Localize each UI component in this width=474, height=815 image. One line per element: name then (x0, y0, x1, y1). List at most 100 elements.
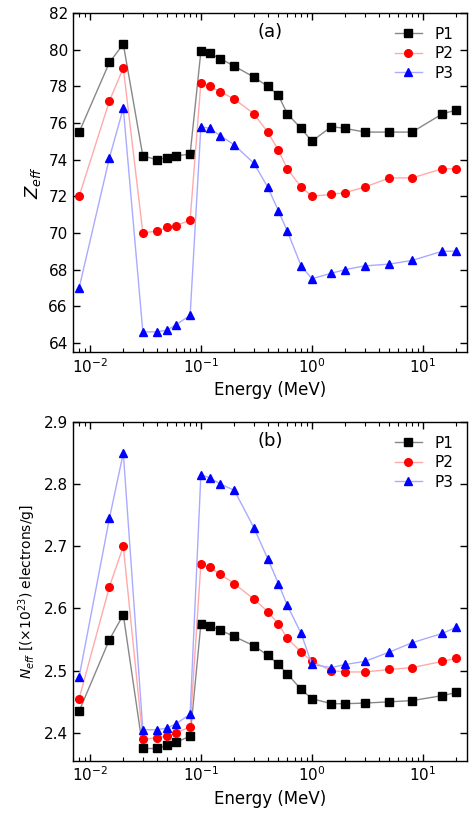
P1 (309, 694, 315, 703)
P2 (309, 192, 315, 201)
P1 (207, 621, 212, 631)
P2 (454, 654, 459, 663)
P2 (275, 146, 281, 156)
X-axis label: Energy (MeV): Energy (MeV) (214, 381, 326, 399)
P2 (298, 647, 304, 657)
Line: P2: P2 (75, 543, 460, 743)
P3 (218, 131, 223, 141)
P2 (218, 570, 223, 579)
P3 (454, 246, 459, 256)
P2 (251, 109, 257, 119)
P2 (284, 633, 290, 643)
P3 (207, 473, 212, 482)
P3 (76, 672, 82, 682)
P3 (231, 140, 237, 150)
P2 (187, 722, 193, 732)
P1 (328, 698, 334, 708)
Y-axis label: $N_{eff}$ [($\times$10$^{23}$) electrons/g]: $N_{eff}$ [($\times$10$^{23}$) electrons… (17, 504, 38, 679)
P1 (387, 127, 392, 137)
P3 (298, 261, 304, 271)
P2 (140, 228, 146, 238)
P1 (164, 741, 170, 751)
P1 (120, 610, 126, 619)
P1 (284, 669, 290, 679)
P2 (120, 541, 126, 551)
P3 (140, 725, 146, 734)
P2 (265, 606, 271, 616)
P1 (76, 127, 82, 137)
P2 (231, 95, 237, 104)
P1 (107, 635, 112, 645)
P2 (207, 562, 212, 572)
P3 (439, 246, 445, 256)
P2 (154, 227, 160, 236)
P2 (328, 190, 334, 200)
P1 (140, 151, 146, 161)
P3 (187, 311, 193, 320)
Legend: P1, P2, P3: P1, P2, P3 (389, 430, 459, 496)
P1 (328, 121, 334, 131)
P2 (107, 582, 112, 592)
P3 (120, 104, 126, 113)
P3 (342, 265, 348, 275)
P1 (362, 698, 368, 708)
P2 (231, 579, 237, 588)
P2 (387, 664, 392, 674)
P1 (409, 696, 415, 706)
P3 (328, 268, 334, 278)
Line: P1: P1 (75, 40, 460, 163)
P3 (154, 327, 160, 337)
P3 (454, 623, 459, 632)
P3 (198, 469, 204, 479)
P2 (251, 594, 257, 604)
P2 (342, 667, 348, 676)
P3 (275, 206, 281, 216)
P2 (120, 63, 126, 73)
P2 (173, 221, 179, 231)
P2 (298, 183, 304, 192)
P1 (454, 105, 459, 115)
P3 (309, 274, 315, 284)
P3 (387, 647, 392, 657)
P3 (362, 261, 368, 271)
P1 (164, 153, 170, 163)
P2 (284, 164, 290, 174)
P2 (342, 187, 348, 197)
P3 (284, 601, 290, 610)
P3 (362, 657, 368, 667)
P2 (164, 222, 170, 232)
P1 (218, 625, 223, 635)
P3 (140, 327, 146, 337)
P3 (387, 259, 392, 269)
P2 (173, 728, 179, 738)
P1 (251, 641, 257, 650)
P3 (231, 486, 237, 496)
P1 (107, 58, 112, 68)
P1 (409, 127, 415, 137)
P1 (309, 136, 315, 146)
P2 (76, 192, 82, 201)
P1 (207, 48, 212, 58)
P1 (173, 738, 179, 747)
P1 (187, 149, 193, 159)
P3 (275, 579, 281, 588)
P1 (231, 61, 237, 71)
P1 (362, 127, 368, 137)
Line: P3: P3 (75, 104, 460, 336)
P1 (187, 731, 193, 741)
P1 (275, 90, 281, 100)
P1 (154, 155, 160, 165)
P1 (454, 688, 459, 698)
Legend: P1, P2, P3: P1, P2, P3 (389, 20, 459, 87)
P3 (120, 448, 126, 458)
P2 (409, 173, 415, 183)
P1 (120, 39, 126, 49)
P2 (218, 87, 223, 97)
Y-axis label: $Z_{eff}$: $Z_{eff}$ (23, 166, 43, 199)
P1 (342, 124, 348, 134)
P2 (439, 164, 445, 174)
P1 (140, 743, 146, 753)
P3 (154, 725, 160, 734)
P3 (328, 663, 334, 672)
P2 (387, 173, 392, 183)
